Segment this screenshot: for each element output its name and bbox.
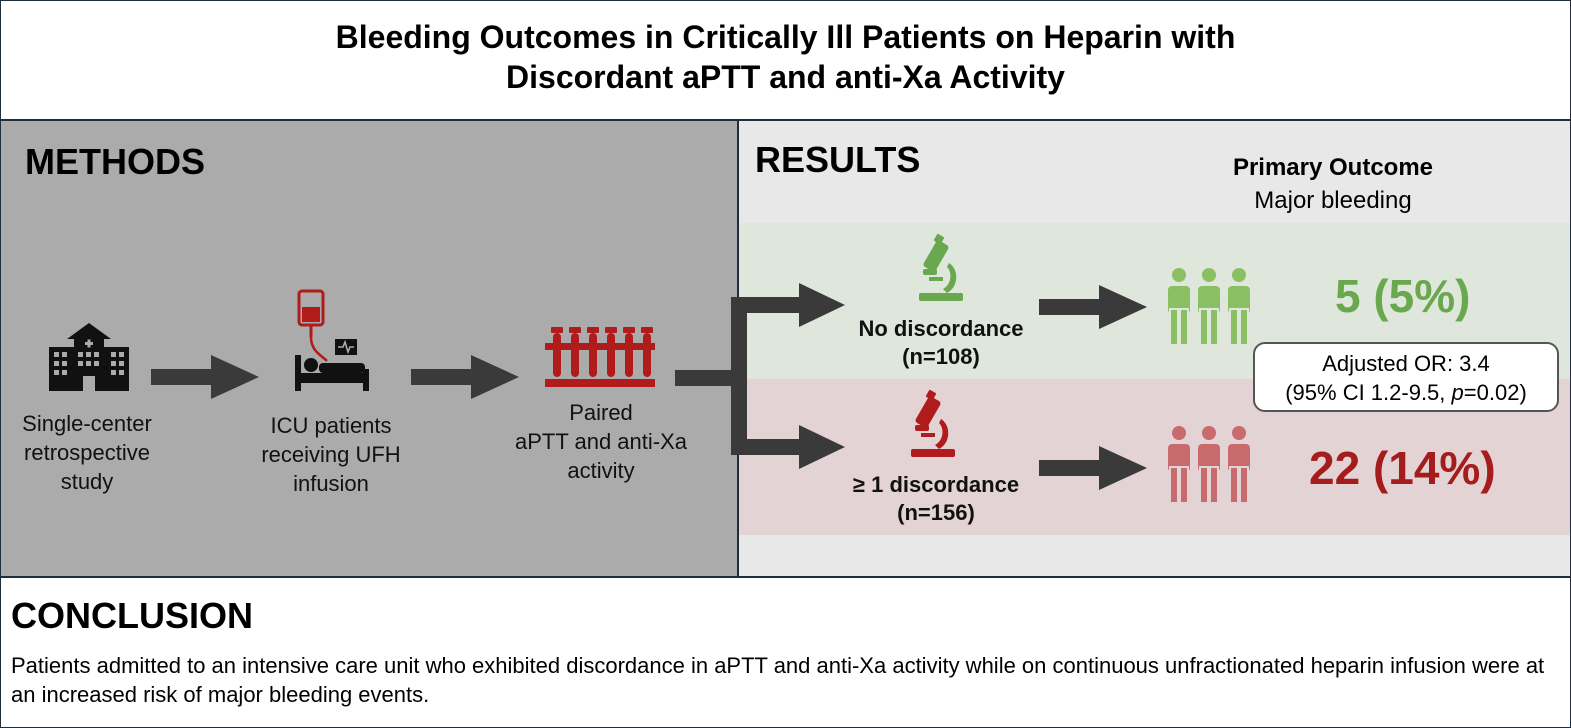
title-line-1: Bleeding Outcomes in Critically Ill Pati…: [335, 19, 1236, 55]
primary-outcome-title: Primary Outcome: [1232, 154, 1434, 181]
adjusted-or-line-1: Adjusted OR: 3.4: [1322, 351, 1490, 376]
discordance-count: 22 (14%): [1309, 442, 1496, 494]
arrow-right-icon: [1039, 285, 1147, 329]
microscope-icon: [919, 233, 963, 301]
no-discordance-count: 5 (5%): [1335, 270, 1471, 322]
primary-outcome-subtitle: Major bleeding: [1254, 187, 1412, 214]
arrow-right-icon: [411, 355, 519, 399]
people-group-icon: [1166, 424, 1252, 504]
adjusted-or-line-2: (95% CI 1.2-9.5, p=0.02): [1285, 380, 1527, 405]
step-1-label: Single-center retrospective study: [22, 411, 152, 494]
microscope-icon: [911, 389, 955, 457]
step-3-label: Paired aPTT and anti-Xa activity: [514, 400, 688, 483]
branch-arrow-icon: [675, 283, 845, 469]
conclusion-heading: CONCLUSION: [11, 595, 253, 636]
step-2-label: ICU patients receiving UFH infusion: [261, 413, 401, 496]
methods-heading: METHODS: [25, 141, 205, 182]
icu-patient-infusion-icon: [295, 289, 369, 391]
results-heading: RESULTS: [755, 139, 921, 180]
no-discordance-label: No discordance (n=108): [858, 316, 1024, 369]
people-group-icon: [1166, 266, 1252, 346]
primary-outcome-heading: Primary Outcome Major bleeding: [1183, 151, 1483, 217]
arrow-right-icon: [151, 355, 259, 399]
adjusted-or-box: Adjusted OR: 3.4 (95% CI 1.2-9.5, p=0.02…: [1253, 342, 1559, 412]
hospital-icon: [49, 323, 129, 391]
discordance-label: ≥ 1 discordance (n=156): [852, 472, 1020, 525]
title-line-2: Discordant aPTT and anti-Xa Activity: [506, 59, 1065, 95]
arrow-right-icon: [1039, 446, 1147, 490]
page-title: Bleeding Outcomes in Critically Ill Pati…: [1, 17, 1570, 97]
conclusion-text: Patients admitted to an intensive care u…: [11, 653, 1545, 707]
blood-tubes-icon: [545, 327, 655, 387]
